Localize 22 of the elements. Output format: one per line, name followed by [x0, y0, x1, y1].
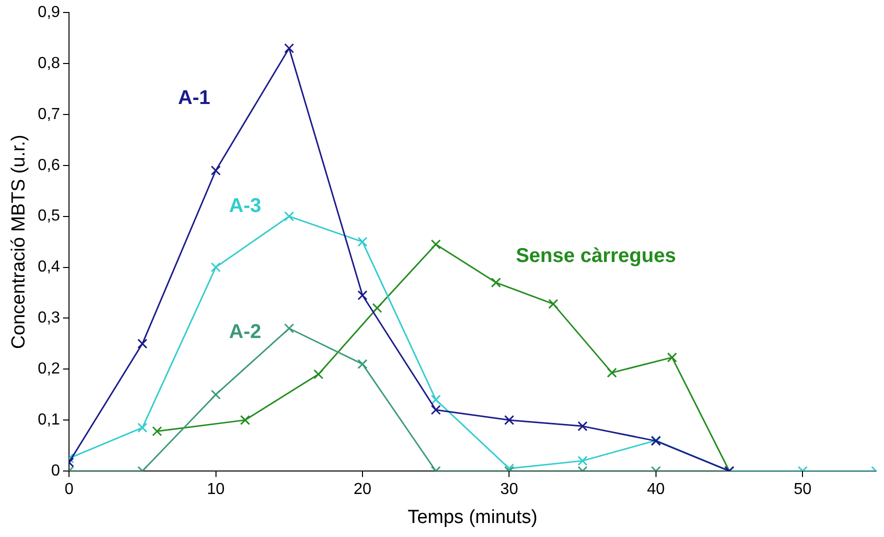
y-tick-label: 0 [51, 462, 60, 480]
y-tick-label: 0,1 [38, 411, 60, 428]
x-tick-label: 40 [647, 481, 665, 498]
x-axis-title: Temps (minuts) [408, 506, 538, 528]
y-tick-label: 0,5 [38, 208, 60, 225]
y-tick-label: 0,9 [38, 4, 60, 22]
y-tick-label: 0,7 [38, 106, 60, 123]
y-axis-title: Concentració MBTS (u.r.) [8, 134, 30, 349]
x-tick-label: 20 [354, 481, 372, 498]
x-tick-label: 30 [500, 481, 518, 498]
y-tick-label: 0,8 [38, 54, 60, 72]
series-label: A-3 [229, 194, 262, 217]
x-tick-label: 50 [794, 481, 812, 498]
x-tick-label: 10 [206, 481, 225, 498]
y-tick-label: 0,6 [38, 156, 60, 174]
series-label: A-1 [178, 86, 210, 109]
y-tick-label: 0,2 [38, 360, 60, 378]
series-label: Sense càrregues [516, 244, 676, 267]
series-label: A-2 [229, 320, 262, 343]
y-tick-label: 0,4 [38, 258, 60, 276]
y-tick-label: 0,3 [38, 310, 60, 327]
x-tick-label: 0 [64, 481, 74, 498]
